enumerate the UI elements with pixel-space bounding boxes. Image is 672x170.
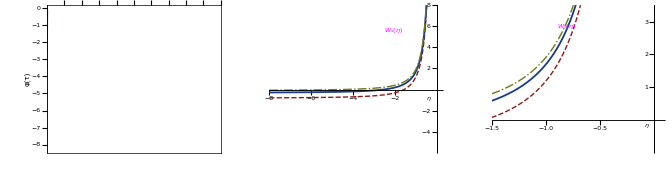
- Text: $\eta$: $\eta$: [644, 122, 649, 130]
- Y-axis label: φ(τ): φ(τ): [24, 72, 30, 86]
- Text: $W_s(\eta)$: $W_s(\eta)$: [556, 22, 576, 31]
- Text: $W_s(\eta)$: $W_s(\eta)$: [384, 26, 403, 35]
- Text: $\eta$: $\eta$: [426, 95, 432, 103]
